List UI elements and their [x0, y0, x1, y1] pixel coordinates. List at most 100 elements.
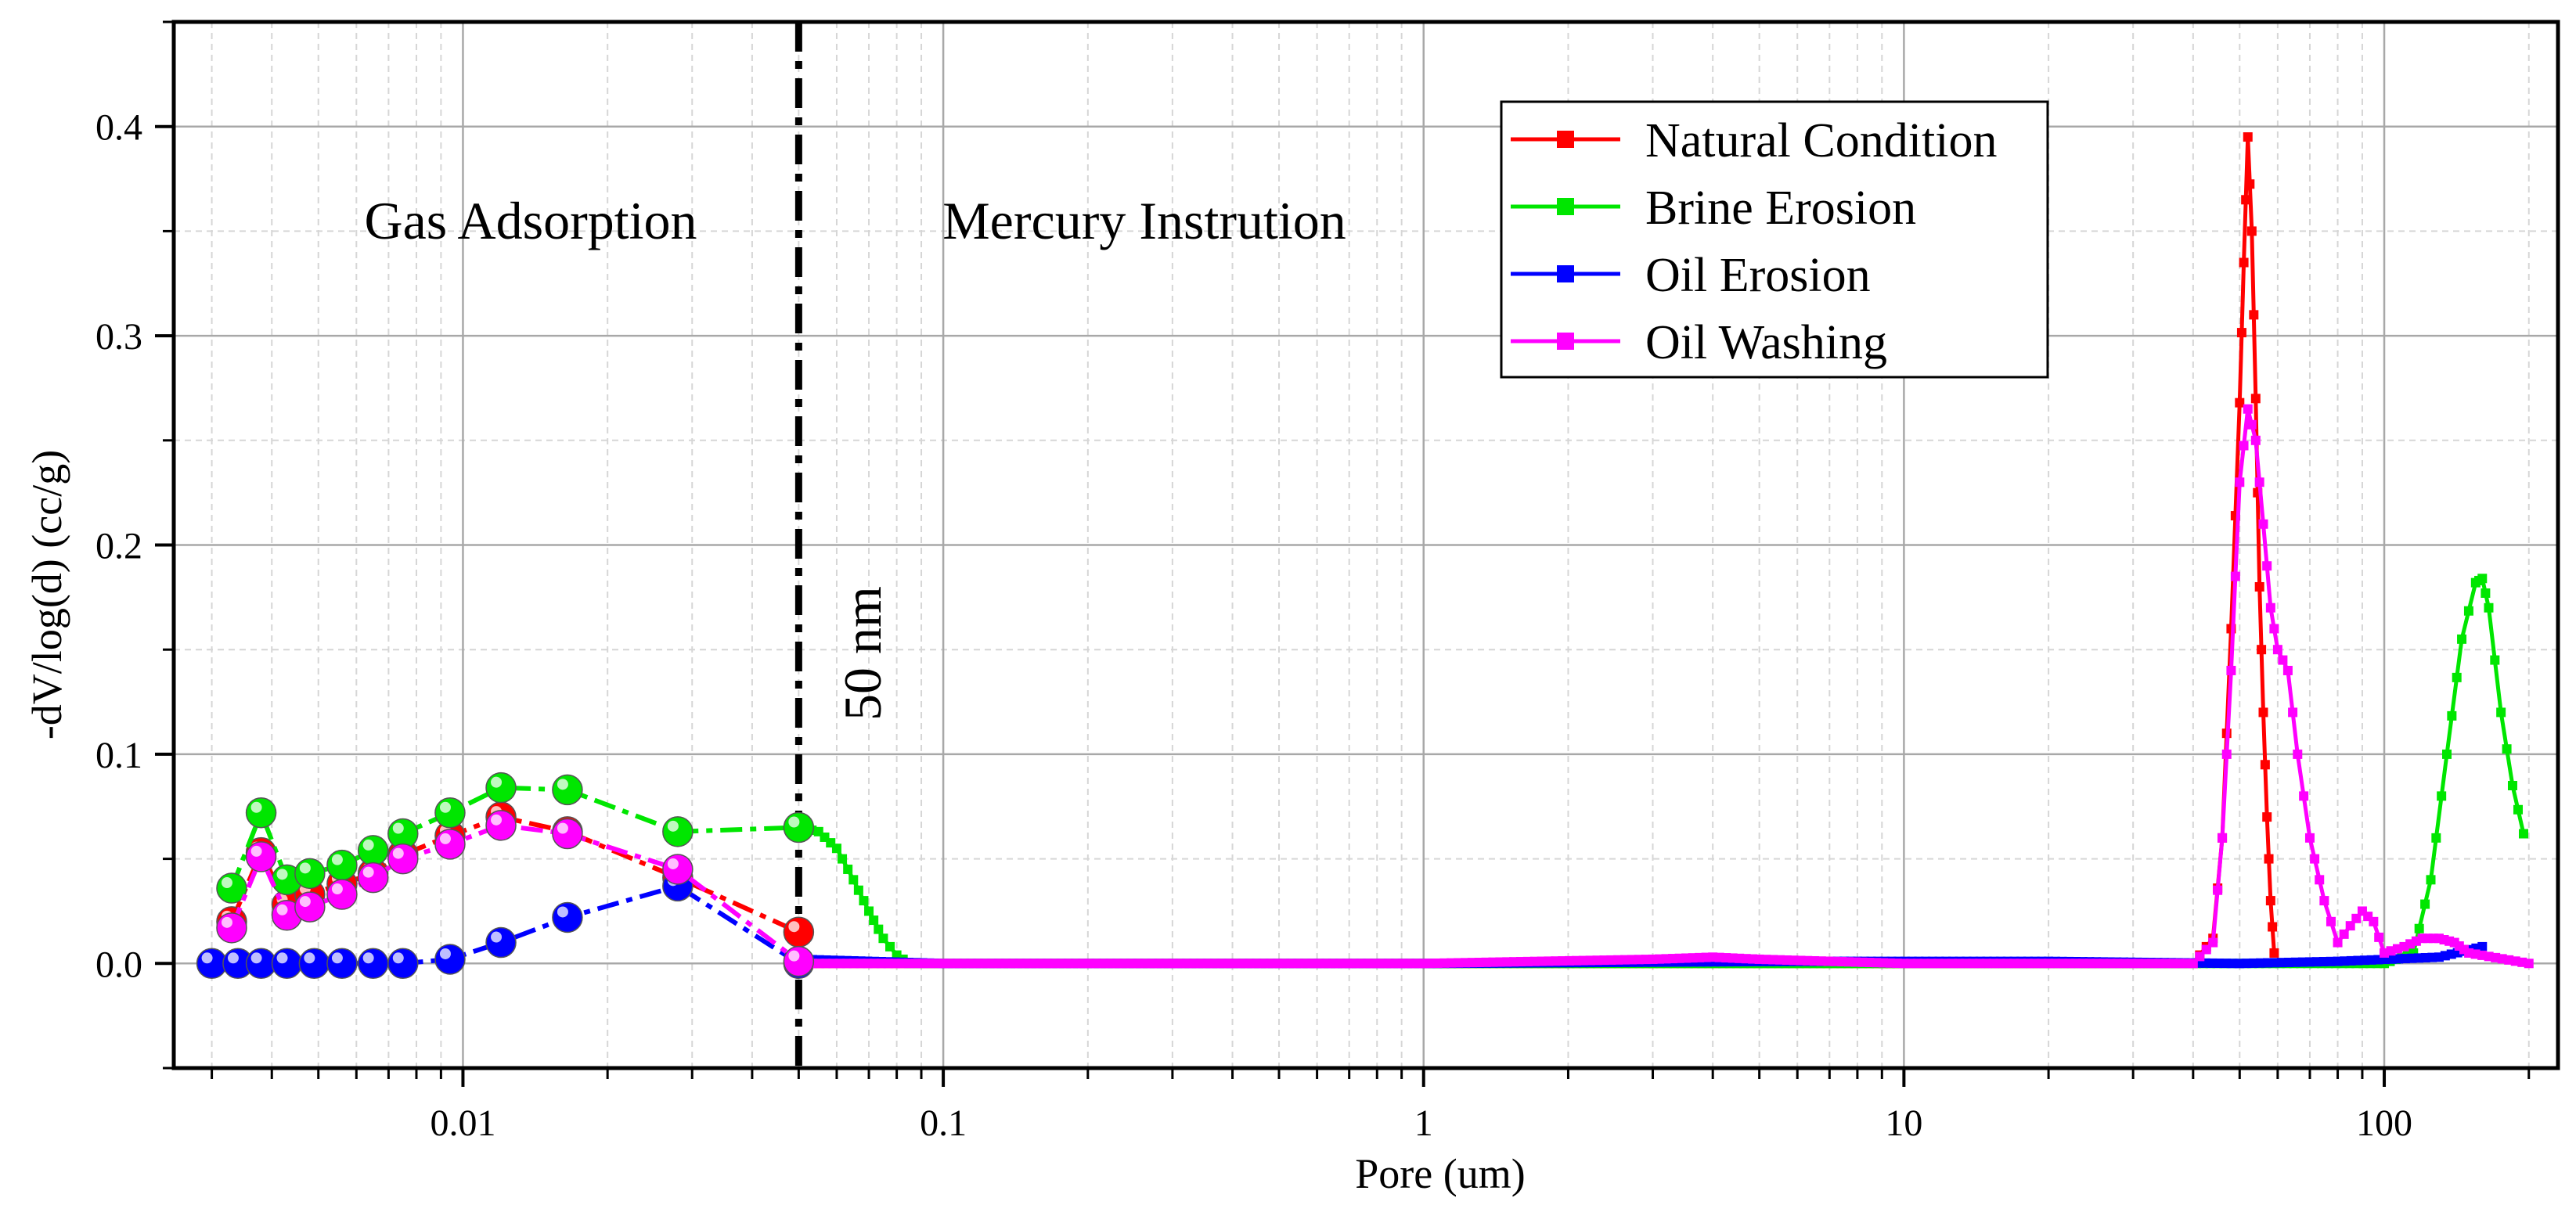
data-point-mercury — [2239, 257, 2249, 268]
legend-item-oil-erosion: Oil Erosion — [1511, 249, 1871, 302]
data-point-mercury — [2250, 394, 2261, 404]
data-point-mercury — [2477, 941, 2488, 951]
grid-layer — [174, 21, 2558, 1069]
annotation-50nm: 50 nm — [833, 586, 892, 721]
data-point-highlight — [557, 822, 568, 834]
data-point-mercury — [2250, 435, 2261, 445]
data-point-gas — [196, 948, 228, 980]
legend: Natural Condition Brine Erosion Oil Eros… — [1500, 100, 2049, 379]
data-point-mercury — [2235, 397, 2245, 408]
data-point-mercury — [2230, 571, 2240, 581]
data-point-mercury — [2239, 441, 2249, 451]
legend-box — [1500, 100, 2049, 379]
data-point-mercury — [2264, 854, 2274, 864]
data-point-gas — [294, 858, 326, 890]
data-point-highlight — [439, 833, 451, 844]
legend-label-natural-condition: Natural Condition — [1645, 114, 1997, 167]
data-point-gas — [662, 816, 694, 847]
data-point-mercury — [2442, 749, 2452, 759]
data-point-mercury — [2519, 829, 2529, 839]
data-point-gas — [326, 948, 358, 980]
data-point-highlight — [362, 839, 374, 851]
series-layer — [196, 132, 2534, 980]
data-point-mercury — [2326, 916, 2336, 926]
data-point-mercury — [838, 854, 848, 864]
data-point-mercury — [2351, 913, 2362, 923]
data-point-mercury — [2293, 749, 2303, 759]
data-point-mercury — [2319, 896, 2329, 906]
y-tick-label: 0.4 — [95, 107, 142, 149]
data-point-mercury — [2452, 672, 2462, 682]
data-point-gas — [783, 945, 815, 977]
data-point-highlight — [250, 801, 262, 813]
data-point-mercury — [2265, 603, 2275, 613]
data-point-gas — [357, 835, 389, 866]
data-point-gas — [326, 849, 358, 881]
data-point-gas — [485, 926, 517, 959]
data-point-mercury — [2235, 477, 2245, 487]
data-point-mercury — [2457, 634, 2467, 644]
data-point-mercury — [2226, 665, 2236, 675]
data-point-mercury — [2258, 707, 2268, 718]
data-point-mercury — [2374, 932, 2384, 942]
data-point-gas — [485, 810, 517, 841]
data-point-mercury — [2447, 710, 2457, 721]
legend-label-oil-washing: Oil Washing — [1645, 316, 1887, 369]
data-point-highlight — [227, 952, 239, 964]
x-tick-label: 10 — [1885, 1102, 1922, 1144]
data-point-mercury — [2257, 645, 2267, 655]
y-tick-label: 0.3 — [95, 316, 142, 358]
data-point-mercury — [2208, 937, 2218, 948]
data-point-mercury — [2282, 665, 2293, 675]
data-point-highlight — [221, 916, 232, 928]
data-point-mercury — [2426, 875, 2436, 885]
data-point-mercury — [2288, 707, 2298, 718]
x-tick-label: 0.1 — [920, 1102, 967, 1144]
data-point-mercury — [2304, 833, 2315, 843]
data-point-mercury — [2262, 561, 2272, 571]
legend-item-oil-washing: Oil Washing — [1511, 316, 1887, 369]
data-point-mercury — [843, 864, 853, 874]
data-point-mercury — [2431, 833, 2441, 843]
data-point-mercury — [2268, 922, 2278, 932]
data-point-mercury — [2414, 923, 2424, 933]
data-point-mercury — [2243, 132, 2253, 142]
data-point-mercury — [2249, 310, 2259, 320]
plot-frame — [171, 20, 2560, 1070]
data-point-mercury — [2345, 921, 2355, 931]
data-point-mercury — [2265, 896, 2275, 906]
data-point-highlight — [299, 896, 311, 908]
data-point-mercury — [2254, 477, 2264, 487]
data-point-gas — [783, 811, 815, 844]
data-point-gas — [434, 944, 466, 975]
tick-layer: 0.01 0.1 1 10 100 0.0 0.1 0.2 0.3 0.4 — [95, 20, 2531, 1144]
data-point-gas — [552, 818, 583, 850]
data-point-highlight — [304, 952, 315, 964]
y-tick-label: 0.2 — [95, 526, 142, 567]
data-point-mercury — [2241, 195, 2251, 205]
legend-marker-oil-washing — [1557, 333, 1574, 350]
data-point-mercury — [2246, 226, 2257, 236]
data-point-mercury — [2258, 519, 2268, 529]
data-point-highlight — [491, 814, 503, 826]
data-point-gas — [326, 879, 358, 910]
data-point-mercury — [2245, 179, 2255, 189]
data-point-highlight — [557, 779, 568, 790]
data-point-gas — [245, 797, 277, 829]
data-point-mercury — [2218, 833, 2228, 843]
series-line-gas-oil-washing — [229, 822, 801, 964]
data-point-mercury — [2437, 791, 2447, 801]
data-point-mercury — [2513, 804, 2523, 815]
y-axis-title: -dV/log(d) (cc/g) — [23, 450, 70, 739]
data-point-gas — [357, 861, 389, 894]
x-tick-label: 100 — [2356, 1102, 2412, 1144]
data-point-mercury — [2269, 948, 2279, 958]
data-point-mercury — [2243, 404, 2253, 414]
data-point-gas — [216, 912, 247, 944]
data-point-gas — [552, 901, 583, 933]
data-point-mercury — [859, 896, 869, 906]
y-tick-label: 0.0 — [95, 944, 142, 985]
data-point-highlight — [331, 854, 343, 865]
data-point-mercury — [2221, 749, 2232, 759]
data-point-gas — [271, 948, 303, 980]
